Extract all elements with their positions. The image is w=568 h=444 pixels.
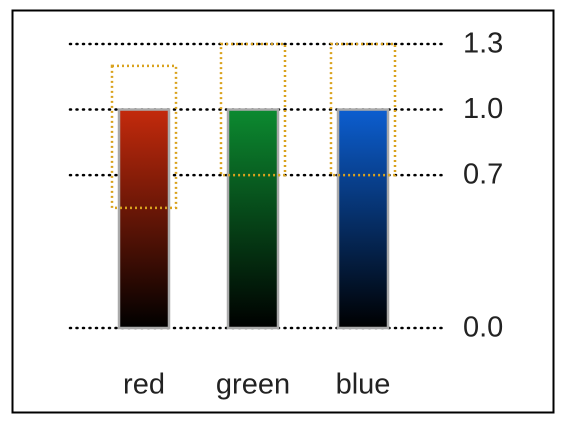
bar xyxy=(336,108,390,330)
bar xyxy=(226,108,280,330)
x-tick-label: blue xyxy=(336,369,391,401)
bar xyxy=(117,108,171,330)
y-tick-label: 0.7 xyxy=(463,159,503,191)
range-box xyxy=(329,42,397,177)
x-tick-label: red xyxy=(123,369,165,401)
y-tick-label: 1.3 xyxy=(463,28,503,60)
y-tick-label: 1.0 xyxy=(463,93,503,125)
range-box xyxy=(219,42,287,177)
range-box xyxy=(110,64,178,210)
y-tick-label: 0.0 xyxy=(463,312,503,344)
x-tick-label: green xyxy=(216,369,290,401)
frame xyxy=(11,9,555,414)
